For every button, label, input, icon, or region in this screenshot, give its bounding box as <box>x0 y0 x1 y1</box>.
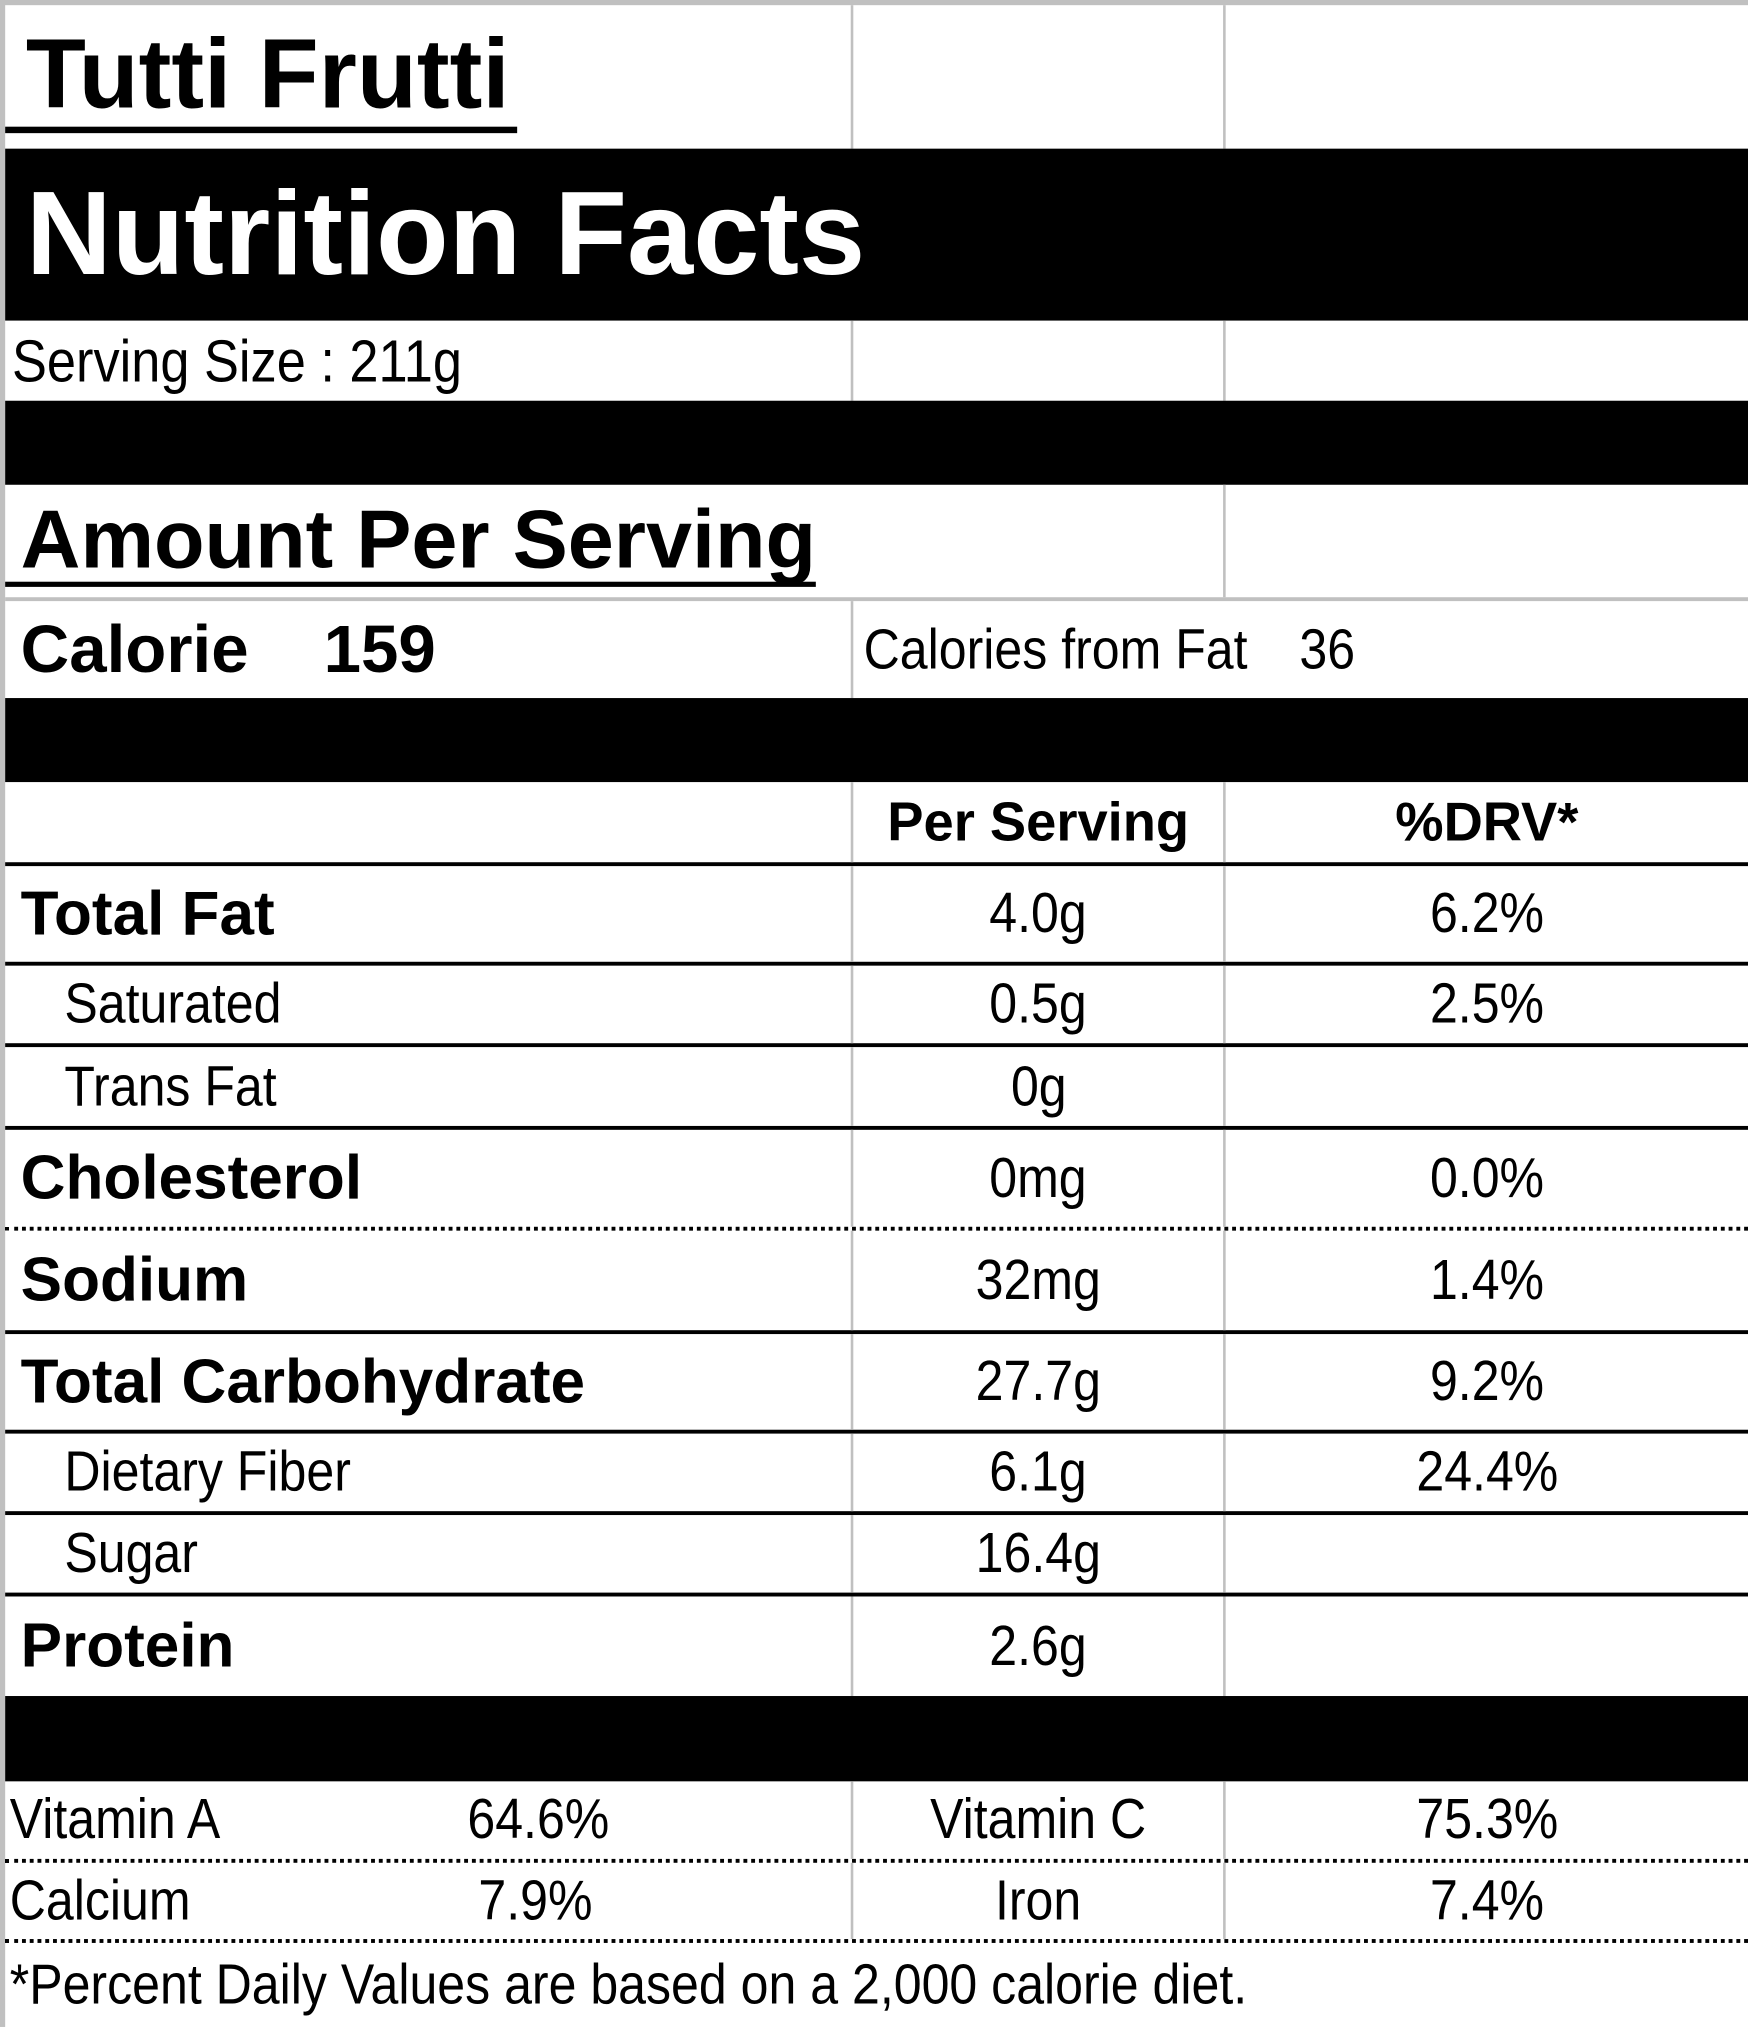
nutrient-name: Trans Fat <box>64 1054 277 1118</box>
calories-from-fat-label: Calories from Fat <box>863 617 1248 681</box>
vitamin-value: 64.6% <box>467 1787 610 1852</box>
nutrient-amount: 4.0g <box>989 881 1087 945</box>
nutrient-name: Dietary Fiber <box>64 1440 351 1504</box>
amount-per-serving-heading: Amount Per Serving <box>5 496 817 587</box>
calorie-value: 159 <box>323 612 436 688</box>
nutrient-row: Cholesterol 0mg 0.0% <box>5 1129 1748 1231</box>
vitamin-name: Calcium <box>9 1868 191 1932</box>
amount-row: Amount Per Serving <box>5 484 1748 602</box>
product-name: Tutti Frutti <box>5 23 518 134</box>
nutrient-drv: 6.2% <box>1429 881 1544 945</box>
vitamin-row: Calcium 7.9% Iron 7.4% <box>5 1862 1748 1943</box>
nutrient-name: Total Fat <box>20 879 275 949</box>
per-serving-header: Per Serving <box>887 791 1190 852</box>
nutrient-drv: 24.4% <box>1415 1440 1558 1504</box>
nutrient-row: Total Carbohydrate 27.7g 9.2% <box>5 1334 1748 1434</box>
nutrient-name: Saturated <box>64 972 282 1036</box>
nutrient-row: Saturated 0.5g 2.5% <box>5 965 1748 1048</box>
nutrient-name: Total Carbohydrate <box>20 1347 586 1417</box>
nutrient-row: Sodium 32mg 1.4% <box>5 1230 1748 1335</box>
vitamin-value: 7.9% <box>478 1868 593 1932</box>
vitamin-name: Iron <box>995 1868 1082 1932</box>
vitamin-name: Vitamin A <box>9 1787 221 1852</box>
nutrient-amount: 0mg <box>989 1145 1087 1210</box>
vitamin-value: 75.3% <box>1415 1787 1558 1852</box>
nutrient-amount: 32mg <box>975 1248 1101 1312</box>
nutrient-row: Total Fat 4.0g 6.2% <box>5 866 1748 966</box>
separator-bar <box>5 1696 1748 1782</box>
nutrient-amount: 27.7g <box>975 1349 1101 1413</box>
nutrient-row: Protein 2.6g <box>5 1596 1748 1697</box>
calorie-row: Calorie 159 Calories from Fat 36 <box>5 601 1748 699</box>
calories-from-fat-value: 36 <box>1299 617 1356 681</box>
nutrient-name: Protein <box>20 1611 235 1681</box>
nutrient-row: Sugar 16.4g <box>5 1515 1748 1597</box>
nutrient-name: Cholesterol <box>20 1144 363 1213</box>
top-gridline <box>0 0 1748 6</box>
nutrient-amount: 0.5g <box>989 972 1087 1036</box>
nutrient-amount: 16.4g <box>975 1521 1101 1585</box>
nutrient-drv: 0.0% <box>1429 1145 1544 1210</box>
footnote: *Percent Daily Values are based on a 2,0… <box>9 1952 1248 2016</box>
nutrient-amount: 6.1g <box>989 1440 1087 1504</box>
title-bar: Nutrition Facts <box>5 148 1748 321</box>
separator-bar <box>5 698 1748 783</box>
left-gridline <box>0 0 6 2027</box>
nutrient-drv: 1.4% <box>1429 1248 1544 1312</box>
column-header-row: Per Serving %DRV* <box>5 782 1748 867</box>
vitamin-row: Vitamin A 64.6% Vitamin C 75.3% <box>5 1781 1748 1863</box>
nutrient-name: Sodium <box>20 1246 249 1315</box>
nutrient-amount: 0g <box>1010 1054 1067 1118</box>
drv-header: %DRV* <box>1395 791 1579 852</box>
serving-size: Serving Size : 211g <box>11 327 462 395</box>
calorie-label: Calorie <box>20 612 249 688</box>
vitamin-value: 7.4% <box>1429 1868 1544 1932</box>
footnote-row: *Percent Daily Values are based on a 2,0… <box>5 1943 1748 2027</box>
nutrient-row: Dietary Fiber 6.1g 24.4% <box>5 1433 1748 1516</box>
page-title: Nutrition Facts <box>25 168 866 300</box>
serving-row: Serving Size : 211g <box>5 320 1748 401</box>
nutrient-row: Trans Fat 0g <box>5 1047 1748 1130</box>
nutrient-drv: 9.2% <box>1429 1349 1544 1413</box>
nutrient-drv: 2.5% <box>1429 972 1544 1036</box>
separator-bar <box>5 400 1748 485</box>
product-row: Tutti Frutti <box>5 5 1748 149</box>
nutrient-name: Sugar <box>64 1521 198 1585</box>
vitamin-name: Vitamin C <box>930 1787 1147 1852</box>
nutrient-amount: 2.6g <box>989 1613 1087 1678</box>
